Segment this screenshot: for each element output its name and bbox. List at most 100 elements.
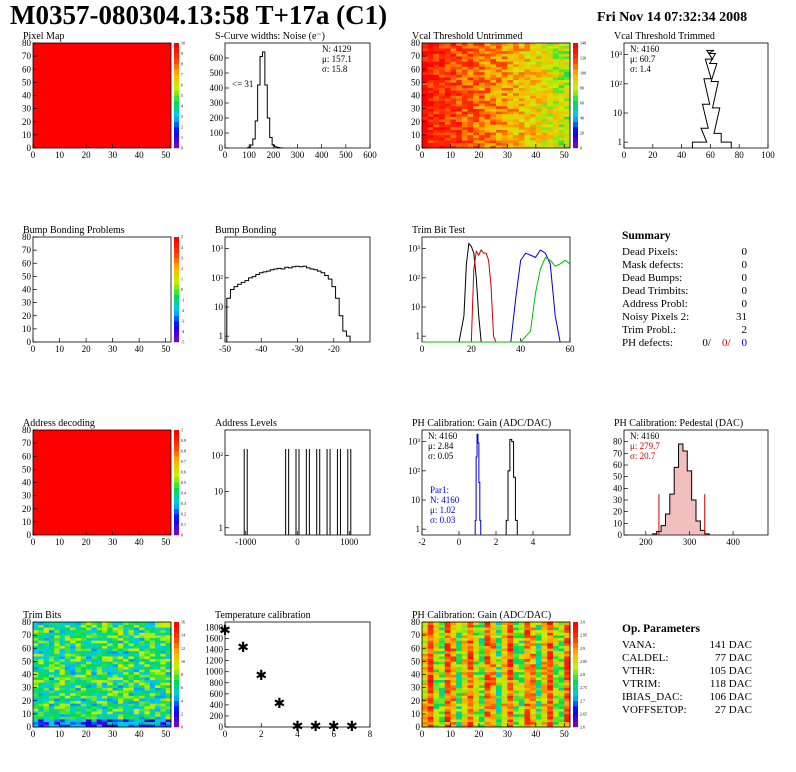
heatmap-cell <box>165 661 172 665</box>
heatmap-cell <box>547 103 554 107</box>
y-tick-label: 40 <box>613 483 623 493</box>
heatmap-cell <box>507 121 514 125</box>
heatmap-cell <box>507 622 514 625</box>
heatmap-cell <box>558 66 565 70</box>
heatmap-cell <box>524 71 531 75</box>
heatmap-cell <box>541 58 548 62</box>
heatmap-cell <box>112 650 119 654</box>
heatmap-cell <box>86 671 92 675</box>
heatmap-cell <box>564 71 571 75</box>
x-tick-label: 40 <box>531 150 541 160</box>
heatmap-cell <box>422 129 428 133</box>
heatmap-cell <box>496 708 502 712</box>
heatmap-cell <box>433 698 440 702</box>
palette-step <box>573 142 578 149</box>
heatmap-cell <box>102 682 108 686</box>
heatmap-cell <box>133 685 140 688</box>
heatmap-cell <box>541 713 548 717</box>
heatmap-cell <box>524 679 531 683</box>
heatmap-cell <box>524 637 531 641</box>
heatmap-cell <box>552 108 559 112</box>
heatmap-cell <box>444 637 451 641</box>
heatmap-cell <box>439 627 446 631</box>
heatmap-cell <box>165 706 172 709</box>
heatmap-cell <box>160 695 166 699</box>
heatmap-cell <box>133 716 140 720</box>
heatmap-cell <box>535 653 542 657</box>
heatmap-cell <box>496 64 502 67</box>
heatmap-cell <box>160 674 166 678</box>
heatmap-cell <box>513 624 520 628</box>
heatmap-cell <box>478 69 485 73</box>
heatmap-cell <box>427 622 434 625</box>
heatmap-cell <box>501 74 508 78</box>
heatmap-cell <box>64 629 71 633</box>
heatmap-cell <box>450 66 457 70</box>
heatmap-cell <box>552 50 559 54</box>
heatmap-cell <box>128 669 135 673</box>
heatmap-cell <box>541 90 548 94</box>
heatmap-cell <box>433 66 440 70</box>
palette-step <box>573 695 578 701</box>
heatmap-cell <box>541 690 548 694</box>
palette-tick-label: 0 <box>181 146 183 151</box>
heatmap-cell <box>564 711 571 715</box>
heatmap-cell <box>530 64 537 67</box>
heatmap-cell <box>427 690 434 694</box>
heatmap-cell <box>96 650 103 654</box>
heatmap-cell <box>427 656 434 660</box>
heatmap-cell <box>102 698 108 702</box>
heatmap-cell <box>558 119 565 123</box>
heatmap-cell <box>541 658 548 662</box>
heatmap-cell <box>547 85 554 88</box>
heatmap-cell <box>473 632 480 636</box>
heatmap-cell <box>461 658 468 662</box>
heatmap-cell <box>456 685 463 688</box>
heatmap-cell <box>439 82 446 86</box>
heatmap-cell <box>444 113 451 117</box>
heatmap-cell <box>165 671 172 675</box>
heatmap-cell <box>461 69 468 73</box>
heatmap-cell <box>427 140 434 144</box>
heatmap-cell <box>70 674 76 678</box>
heatmap-cell <box>54 661 60 665</box>
heatmap-cell <box>461 624 468 628</box>
heatmap-cell <box>558 724 565 728</box>
heatmap-cell <box>444 111 451 115</box>
heatmap-cell <box>564 106 571 109</box>
stat-line: μ: 279.7 <box>630 441 660 451</box>
heatmap-cell <box>541 653 548 657</box>
heatmap-cell <box>433 98 440 102</box>
heatmap-cell <box>501 92 508 96</box>
heatmap-cell <box>450 127 457 130</box>
heatmap-cell <box>107 682 113 686</box>
heatmap-cell <box>558 669 565 673</box>
heatmap-cell <box>478 85 485 88</box>
heatmap-cell <box>96 648 103 652</box>
heatmap-cell <box>433 661 440 665</box>
heatmap-cell <box>54 656 60 660</box>
heatmap-cell <box>473 682 480 686</box>
heatmap-cell <box>558 708 565 712</box>
heatmap-cell <box>439 624 446 628</box>
heatmap-cell <box>535 43 542 46</box>
heatmap-cell <box>473 66 480 70</box>
heatmap-cell <box>38 664 44 667</box>
heatmap-cell <box>524 661 531 665</box>
palette-tick-label: 12 <box>181 646 185 651</box>
summary-label: Dead Trimbits: <box>622 285 689 297</box>
heatmap-cell <box>558 50 565 54</box>
heatmap-cell <box>444 650 451 654</box>
heatmap-cell <box>478 721 485 725</box>
heatmap-cell <box>433 116 440 120</box>
heatmap-cell <box>530 627 537 631</box>
palette-step <box>174 632 179 638</box>
heatmap-cell <box>456 695 463 699</box>
heatmap-cell <box>48 690 55 694</box>
heatmap-cell <box>422 679 428 683</box>
heatmap-cell <box>552 724 559 728</box>
heatmap-cell <box>439 719 446 723</box>
heatmap-cell <box>484 71 491 75</box>
palette-step <box>573 85 578 91</box>
heatmap-cell <box>422 53 428 57</box>
